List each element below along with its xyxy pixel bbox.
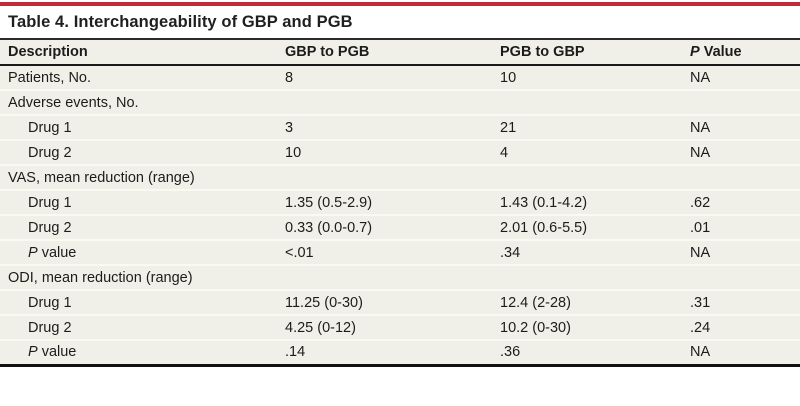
header-text: GBP to PGB (285, 44, 370, 60)
row-label-cell: Drug 1 (0, 115, 277, 141)
cell-value: NA (682, 140, 800, 166)
cell-value: .14 (285, 344, 306, 361)
cell-value: NA (682, 65, 800, 91)
table-row: P value .14 .36 NA (0, 340, 800, 365)
cell-value (277, 90, 492, 116)
table-title: Table 4. Interchangeability of GBP and P… (8, 13, 353, 31)
row-label-italic: P (28, 344, 38, 361)
cell-value (682, 90, 800, 116)
row-label-cell: Drug 2 (0, 140, 277, 166)
table-row: P value <.01 .34 NA (0, 240, 800, 266)
accent-bar (0, 2, 800, 6)
row-label-text: Patients, No. (8, 69, 92, 86)
cell-value: .01 (682, 215, 800, 241)
header-text: PGB to GBP (500, 44, 585, 60)
row-label-cell: VAS, mean reduction (range) (0, 165, 277, 191)
row-label-text: Drug 1 (28, 194, 72, 211)
row-label-text: VAS, mean reduction (range) (8, 169, 195, 186)
cell-value: 0.33 (0.0-0.7) (277, 215, 492, 241)
row-label-cell: P value (0, 240, 277, 266)
cell-value: 1.35 (0.5-2.9) (277, 190, 492, 216)
table-row: Adverse events, No. (0, 90, 800, 116)
row-label-text: Drug 2 (28, 144, 72, 161)
row-label-text: ODI, mean reduction (range) (8, 269, 193, 286)
row-label-cell: P value (0, 340, 277, 365)
header-row: Description GBP to PGB PGB to GBP P Valu… (0, 39, 800, 66)
cell-value: 21 (492, 115, 682, 141)
cell-value (682, 165, 800, 191)
cell-value (492, 90, 682, 116)
table-row: Drug 2 4.25 (0-12) 10.2 (0-30) .24 (0, 315, 800, 341)
header-italic: P (690, 44, 700, 60)
row-label-italic: P (28, 244, 38, 261)
header-text: Value (699, 44, 742, 60)
row-label-text: Drug 1 (28, 119, 72, 136)
cell-value: .62 (682, 190, 800, 216)
cell-value: 4.25 (0-12) (277, 315, 492, 341)
row-label-cell: Drug 2 (0, 215, 277, 241)
cell-value: 10 (277, 140, 492, 166)
row-label-text: value (37, 244, 77, 261)
row-label-cell: Drug 2 (0, 315, 277, 341)
row-label-text: Drug 1 (28, 294, 72, 311)
cell-value (492, 265, 682, 291)
cell-value: 10.2 (0-30) (492, 315, 682, 341)
row-label-text: Drug 2 (28, 219, 72, 236)
table-row: Drug 1 11.25 (0-30) 12.4 (2-28) .31 (0, 290, 800, 316)
title-band: Table 4. Interchangeability of GBP and P… (0, 6, 800, 38)
cell-value: 11.25 (0-30) (277, 290, 492, 316)
table-row: Drug 2 0.33 (0.0-0.7) 2.01 (0.6-5.5) .01 (0, 215, 800, 241)
table-row: Drug 1 1.35 (0.5-2.9) 1.43 (0.1-4.2) .62 (0, 190, 800, 216)
table-row: Drug 1 3 21 NA (0, 115, 800, 141)
row-label-cell: Drug 1 (0, 290, 277, 316)
cell-value: .36 (500, 344, 521, 361)
cell-value: .24 (682, 315, 800, 341)
row-label-cell: ODI, mean reduction (range) (0, 265, 277, 291)
row-label-cell: Adverse events, No. (0, 90, 277, 116)
table-row: ODI, mean reduction (range) (0, 265, 800, 291)
cell-value: 2.01 (0.6-5.5) (492, 215, 682, 241)
table-row: Drug 2 10 4 NA (0, 140, 800, 166)
cell-value (492, 165, 682, 191)
column-header-gbp-to-pgb: GBP to PGB (277, 39, 492, 66)
table-body: Patients, No. 8 10 NA Adverse events, No… (0, 65, 800, 365)
table-header: Description GBP to PGB PGB to GBP P Valu… (0, 39, 800, 66)
table-row: VAS, mean reduction (range) (0, 165, 800, 191)
table-row: Patients, No. 8 10 NA (0, 65, 800, 91)
column-header-pgb-to-gbp: PGB to GBP (492, 39, 682, 66)
row-label-cell: Drug 1 (0, 190, 277, 216)
cell-value: 3 (277, 115, 492, 141)
cell-value: NA (682, 115, 800, 141)
column-header-p-value: P Value (682, 39, 800, 66)
column-header-description: Description (0, 39, 277, 66)
cell-value: NA (690, 344, 711, 361)
row-label-text: Adverse events, No. (8, 94, 139, 111)
cell-value: <.01 (277, 240, 492, 266)
cell-value: 4 (492, 140, 682, 166)
cell-value: .34 (492, 240, 682, 266)
cell-value: 12.4 (2-28) (492, 290, 682, 316)
cell-value (277, 265, 492, 291)
data-table: Description GBP to PGB PGB to GBP P Valu… (0, 38, 800, 367)
cell-value: NA (682, 240, 800, 266)
cell-value: .31 (682, 290, 800, 316)
cell-value (277, 165, 492, 191)
cell-value: 10 (492, 65, 682, 91)
header-text: Description (8, 44, 88, 60)
cell-value: 1.43 (0.1-4.2) (492, 190, 682, 216)
row-label-text: Drug 2 (28, 319, 72, 336)
cell-value: 8 (277, 65, 492, 91)
row-label-cell: Patients, No. (0, 65, 277, 91)
row-label-text: value (37, 344, 77, 361)
cell-value (682, 265, 800, 291)
